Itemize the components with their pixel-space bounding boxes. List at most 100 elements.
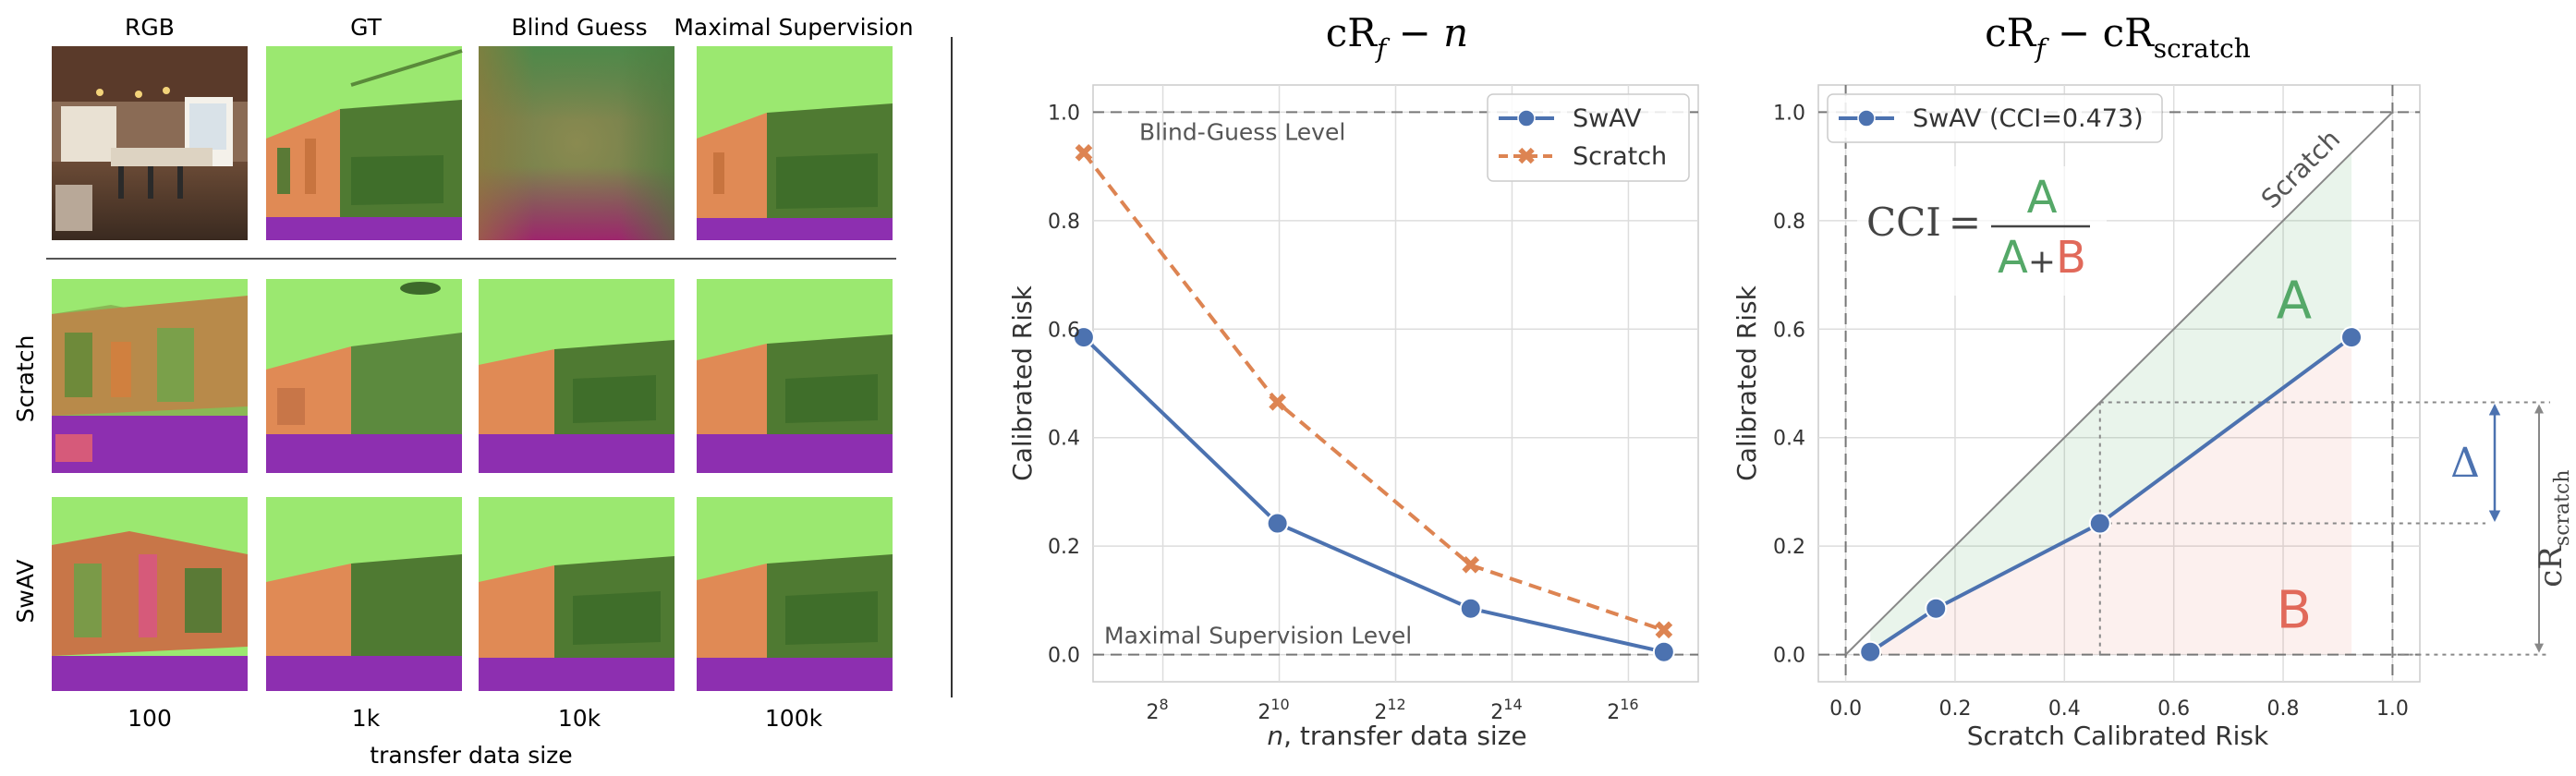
bottom-tick-1k: 1k — [352, 705, 381, 732]
chart2-y-tick-2: 0.4 — [1773, 428, 1805, 451]
bottom-axis-label: transfer data size — [370, 742, 572, 769]
image-grid-panel: RGB GT Blind Guess Maximal Supervision — [12, 14, 914, 769]
chart1-x-axis-label: n, transfer data size — [1267, 721, 1526, 751]
cci-formula-plus: + — [2028, 243, 2056, 281]
swav-point-0 — [1072, 326, 1095, 349]
chart2-y-axis-label: Calibrated Risk — [1732, 285, 1762, 480]
chart1-title: cRf − n — [1326, 10, 1468, 64]
chart2-title-sub2: scratch — [2154, 33, 2251, 64]
legend-scratch-label: Scratch — [1573, 142, 1667, 171]
chart-risk-vs-n: cRf − n Blind-Guess Level Maximal Superv… — [1007, 10, 1699, 751]
maximal-supervision-image — [697, 46, 893, 240]
cci-formula-den-a: A — [1998, 232, 2028, 284]
region-a-label: A — [2277, 272, 2312, 332]
legend-swav-marker — [1517, 109, 1536, 127]
cr-scratch-label-sub: scratch — [2551, 469, 2574, 546]
cci-formula-lhs: CCI = — [1866, 200, 1981, 245]
scratch-prediction-10k — [479, 279, 674, 473]
chart1-y-ticks: 0.0 0.2 0.4 0.6 0.8 1.0 — [1048, 102, 1080, 667]
chart1-series: ✖ ✖ ✖ ✖ — [1072, 138, 1675, 663]
chart2-x-tick-2: 0.4 — [2048, 697, 2081, 721]
chart2-annotations: Δ cRscratch — [2450, 404, 2574, 653]
bottom-tick-100k: 100k — [765, 705, 823, 732]
swav-prediction-100 — [52, 497, 248, 691]
scratch-point-0: ✖ — [1073, 138, 1094, 168]
swav-point-1 — [1266, 512, 1289, 535]
scratch-point-3: ✖ — [1653, 615, 1674, 646]
chart2-title-main: cR — [1985, 10, 2037, 55]
cci-formula-numerator: A — [2027, 172, 2058, 224]
swav-cci-point-0 — [1859, 640, 1882, 663]
row-label-swav: SwAV — [12, 560, 39, 624]
chart1-reference-lines: Blind-Guess Level Maximal Supervision Le… — [1093, 111, 1698, 656]
chart1-y-tick-1: 0.2 — [1048, 536, 1080, 559]
gt-normal-image — [266, 46, 463, 240]
chart2-x-tick-1: 0.2 — [1938, 697, 1971, 721]
blind-guess-image — [479, 46, 674, 240]
chart1-y-tick-5: 1.0 — [1048, 102, 1080, 125]
column-header-rgb: RGB — [125, 14, 175, 41]
chart1-legend: SwAV ✖ Scratch — [1487, 93, 1690, 182]
swav-cci-series-line — [1869, 335, 2353, 654]
chart2-x-tick-5: 1.0 — [2376, 697, 2409, 721]
cci-formula-denominator: A+B — [1998, 232, 2086, 284]
chart1-legend-box — [1487, 93, 1690, 182]
chart2-x-axis-label: Scratch Calibrated Risk — [1967, 721, 2269, 751]
cr-scratch-label-main: cR — [2533, 545, 2570, 588]
chart1-y-tick-4: 0.8 — [1048, 211, 1080, 234]
row-label-scratch: Scratch — [12, 335, 39, 423]
swav-series-line — [1082, 335, 1665, 654]
chart1-x-tick-0: 28 — [1146, 696, 1168, 724]
scratch-prediction-100k — [697, 279, 893, 473]
chart2-series — [1859, 326, 2363, 663]
scratch-prediction-100 — [52, 279, 248, 473]
legend-swav-label: SwAV — [1573, 104, 1642, 133]
blind-guess-level-label: Blind-Guess Level — [1139, 118, 1345, 145]
chart2-title-mid: − cR — [2046, 10, 2155, 55]
chart2-legend: SwAV (CCI=0.473) — [1827, 93, 2163, 143]
chart1-x-tick-2: 212 — [1374, 696, 1405, 724]
scratch-point-2: ✖ — [1460, 551, 1481, 581]
chart1-x-tick-3: 214 — [1490, 696, 1522, 724]
chart1-y-tick-3: 0.6 — [1048, 319, 1080, 342]
chart1-y-axis-label: Calibrated Risk — [1007, 285, 1038, 480]
cci-formula: CCI = A A+B — [1857, 166, 2107, 296]
region-b-fill — [1870, 337, 2352, 655]
chart2-y-tick-1: 0.2 — [1773, 536, 1805, 559]
chart1-x-tick-4: 216 — [1607, 696, 1638, 724]
swav-point-2 — [1459, 597, 1482, 620]
bottom-tick-10k: 10k — [558, 705, 601, 732]
cci-formula-eq: = — [1949, 200, 1981, 245]
chart1-y-tick-2: 0.4 — [1048, 428, 1080, 451]
cci-formula-den-b: B — [2056, 232, 2086, 284]
maximal-supervision-level-label: Maximal Supervision Level — [1104, 623, 1412, 649]
scratch-point-1: ✖ — [1267, 388, 1288, 418]
cci-formula-background — [1857, 166, 2107, 296]
chart-risk-vs-scratch: cRf − cRscratch Scratch 0.00.20.40.60.81… — [1732, 10, 2574, 751]
chart2-x-tick-3: 0.6 — [2157, 697, 2190, 721]
chart2-y-tick-3: 0.6 — [1773, 319, 1805, 342]
delta-label: Δ — [2450, 440, 2480, 487]
column-header-blind-guess: Blind Guess — [511, 14, 647, 41]
chart1-x-axis-label-n: n — [1267, 721, 1283, 751]
swav-cci-point-2 — [2088, 512, 2111, 535]
bottom-tick-100: 100 — [128, 705, 172, 732]
chart1-x-axis-label-rest: , transfer data size — [1283, 721, 1527, 751]
chart2-y-ticks: 0.0 0.2 0.4 0.6 0.8 1.0 — [1773, 102, 1805, 667]
chart2-y-tick-5: 1.0 — [1773, 102, 1805, 125]
swav-cci-point-1 — [1925, 597, 1948, 620]
chart1-x-ticks: 28 210 212 214 216 — [1146, 696, 1638, 724]
region-b-label: B — [2277, 580, 2312, 640]
chart2-x-tick-4: 0.8 — [2267, 697, 2300, 721]
swav-point-3 — [1652, 640, 1675, 663]
chart1-y-tick-0: 0.0 — [1048, 645, 1080, 668]
legend-scratch-marker: ✖ — [1516, 143, 1537, 171]
swav-prediction-10k — [479, 497, 674, 691]
swav-prediction-1k — [266, 497, 462, 691]
chart2-title: cRf − cRscratch — [1985, 10, 2251, 64]
chart2-x-ticks: 0.0 0.2 0.4 0.6 0.8 1.0 — [1829, 697, 2409, 721]
column-header-maximal-supervision: Maximal Supervision — [674, 14, 913, 41]
chart1-x-tick-1: 210 — [1258, 696, 1289, 724]
legend-swav-cci-label: SwAV (CCI=0.473) — [1913, 104, 2144, 133]
chart2-x-tick-0: 0.0 — [1829, 697, 1862, 721]
